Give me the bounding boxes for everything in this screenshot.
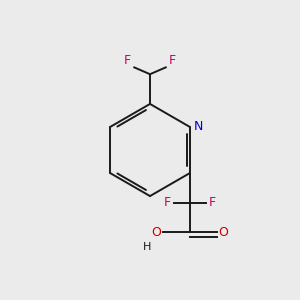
Text: H: H [142, 242, 151, 252]
Text: F: F [208, 196, 216, 209]
Text: F: F [169, 54, 176, 67]
Text: F: F [124, 54, 131, 67]
Text: O: O [218, 226, 228, 239]
Text: F: F [164, 196, 171, 209]
Text: O: O [151, 226, 161, 239]
Text: N: N [194, 121, 203, 134]
